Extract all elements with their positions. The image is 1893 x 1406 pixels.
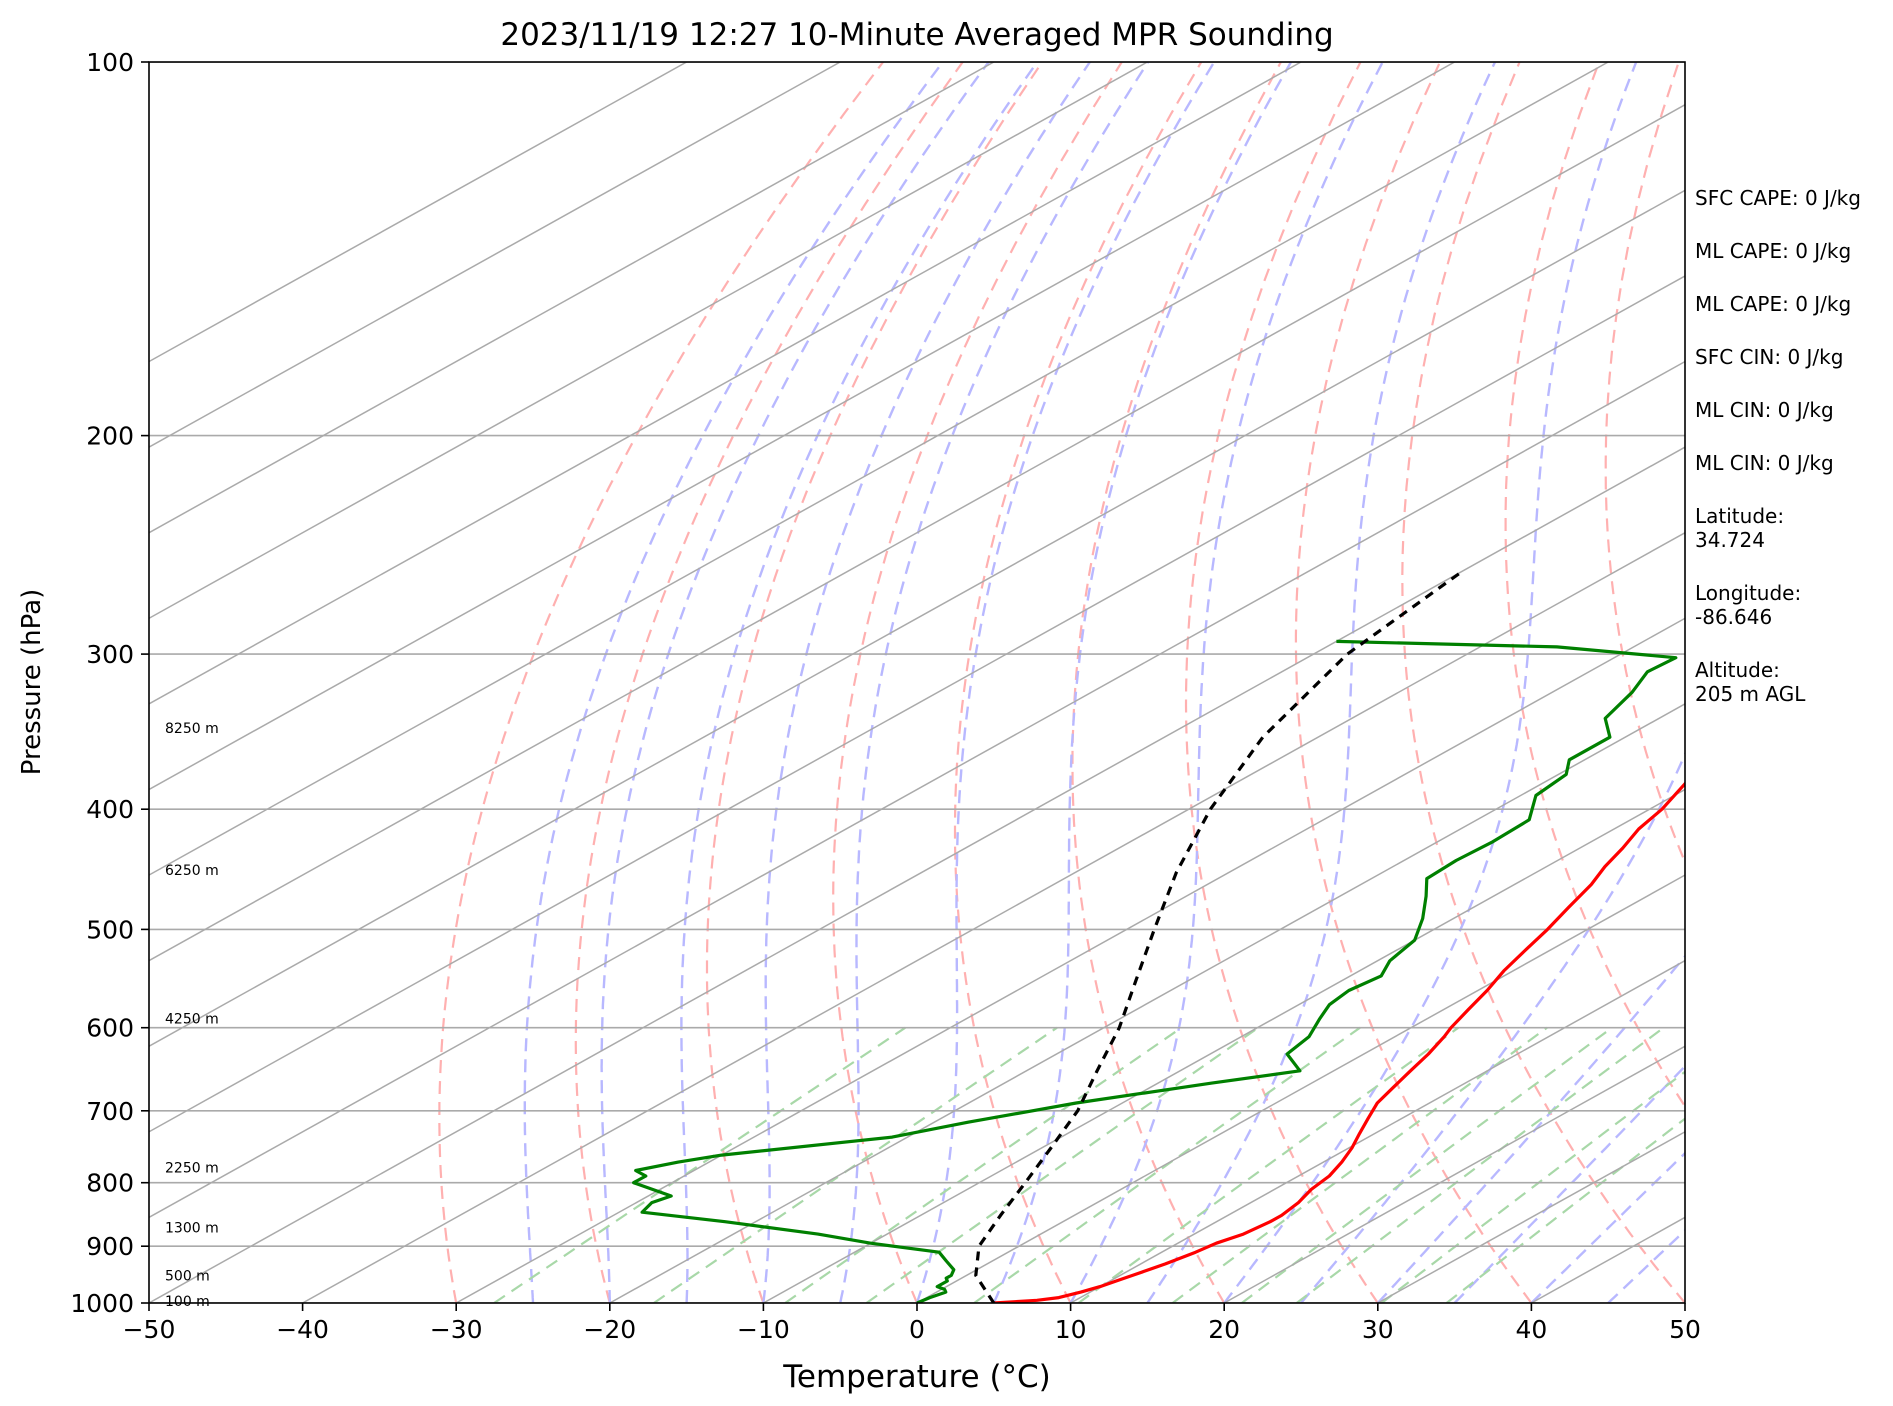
height-labels: 100 m 500 m 1300 m 2250 m 4250 m 6250 m 8250 m bbox=[165, 721, 219, 1310]
x-tick-label: 10 bbox=[1055, 1315, 1087, 1344]
isotherm-line bbox=[149, 62, 1455, 791]
sounding-info-panel: SFC CAPE: 0 J/kg ML CAPE: 0 J/kg ML CAPE… bbox=[1695, 186, 1885, 735]
dry-adiabat-line bbox=[832, 62, 1123, 1303]
isotherm-line bbox=[149, 62, 687, 363]
moist-adiabat-line bbox=[1223, 62, 1638, 1303]
isotherm-line bbox=[1070, 959, 1685, 1303]
ml-cape-value-2: ML CAPE: 0 J/kg bbox=[1695, 292, 1852, 316]
isotherm-line bbox=[149, 275, 1685, 1133]
y-tick-label: 900 bbox=[86, 1232, 134, 1261]
chart-title: 2023/11/19 12:27 10-Minute Averaged MPR … bbox=[500, 17, 1333, 53]
height-label: 1300 m bbox=[165, 1220, 219, 1236]
dry-adiabat-line bbox=[574, 62, 964, 1303]
mixing-ratio-line bbox=[1077, 1026, 1459, 1303]
y-axis-label: Pressure (hPa) bbox=[17, 589, 47, 776]
isotherm-line bbox=[149, 62, 1148, 620]
height-label: 8250 m bbox=[165, 721, 219, 737]
moist-adiabat-line bbox=[992, 62, 1293, 1303]
isotherm-line bbox=[609, 703, 1685, 1303]
y-axis: 1000 900 800 700 600 500 400 300 200 100 bbox=[70, 48, 149, 1318]
moist-adiabat-line bbox=[839, 62, 1150, 1303]
isotherm-line bbox=[455, 617, 1685, 1303]
moist-adiabat-line bbox=[523, 62, 944, 1303]
altitude-value: Altitude: 205 m AGL bbox=[1695, 658, 1806, 706]
plot-background bbox=[149, 62, 1685, 1303]
dry-adiabat-line bbox=[1184, 62, 1379, 1303]
height-label: 100 m bbox=[165, 1294, 210, 1310]
sfc-cape-value: SFC CAPE: 0 J/kg bbox=[1695, 186, 1861, 210]
y-tick-label: 1000 bbox=[70, 1289, 134, 1318]
isotherm-line bbox=[149, 360, 1685, 1219]
dry-adiabat-line bbox=[1401, 62, 1685, 1303]
isotherm-line bbox=[149, 62, 1302, 705]
dry-adiabat-line bbox=[705, 62, 1044, 1303]
x-tick-label: −20 bbox=[583, 1315, 636, 1344]
moist-adiabat-line bbox=[1146, 62, 1497, 1303]
x-tick-label: 40 bbox=[1515, 1315, 1547, 1344]
dry-adiabat-line bbox=[953, 62, 1203, 1303]
x-tick-label: 30 bbox=[1362, 1315, 1394, 1344]
isotherm-line bbox=[1223, 1045, 1685, 1303]
x-axis: −50 −40 −30 −20 −10 0 10 20 30 40 50 bbox=[123, 1303, 1701, 1344]
moist-adiabat-line bbox=[600, 62, 990, 1303]
isotherm-line bbox=[149, 62, 1609, 876]
y-tick-label: 100 bbox=[86, 48, 134, 77]
moist-adiabat-line bbox=[680, 62, 1039, 1303]
mixing-ratio-line bbox=[865, 1026, 1259, 1303]
ml-cin-value: ML CIN: 0 J/kg bbox=[1695, 398, 1834, 422]
sfc-cin-value: SFC CIN: 0 J/kg bbox=[1695, 345, 1844, 369]
dry-adiabat-line bbox=[1294, 62, 1533, 1303]
y-tick-label: 500 bbox=[86, 915, 134, 944]
grid-lines bbox=[149, 62, 1685, 1303]
height-label: 4250 m bbox=[165, 1012, 219, 1028]
x-tick-label: −30 bbox=[430, 1315, 483, 1344]
ml-cin-value-2: ML CIN: 0 J/kg bbox=[1695, 451, 1834, 475]
y-tick-label: 700 bbox=[86, 1097, 134, 1126]
moist-adiabat-line bbox=[915, 62, 1216, 1303]
y-tick-label: 200 bbox=[86, 422, 134, 451]
longitude-value: Longitude: -86.646 bbox=[1695, 581, 1802, 629]
y-tick-label: 300 bbox=[86, 640, 134, 669]
mixing-ratio-line bbox=[973, 1026, 1361, 1303]
temperature-profile-line bbox=[993, 781, 1685, 1303]
isotherm-line bbox=[149, 103, 1685, 962]
isotherm-line bbox=[763, 788, 1685, 1303]
dewpoint-profile-line bbox=[632, 639, 1678, 1303]
dry-adiabat-line bbox=[1889, 62, 1893, 1303]
y-tick-label: 600 bbox=[86, 1014, 134, 1043]
x-tick-label: 20 bbox=[1208, 1315, 1240, 1344]
latitude-value: Latitude: 34.724 bbox=[1695, 504, 1785, 552]
height-label: 6250 m bbox=[165, 863, 219, 879]
isotherm-line bbox=[149, 189, 1685, 1048]
x-tick-label: −10 bbox=[737, 1315, 790, 1344]
x-tick-label: −50 bbox=[123, 1315, 176, 1344]
x-tick-label: −40 bbox=[276, 1315, 329, 1344]
parcel-profile-line bbox=[974, 569, 1465, 1303]
mixing-ratio-line bbox=[1171, 1026, 1548, 1303]
ml-cape-value: ML CAPE: 0 J/kg bbox=[1695, 239, 1852, 263]
moist-adiabat-line bbox=[1376, 954, 1685, 1303]
series-lines bbox=[632, 569, 1685, 1303]
isotherm-line bbox=[302, 531, 1685, 1303]
isotherm-line bbox=[149, 446, 1685, 1303]
moist-adiabat-line bbox=[1300, 751, 1685, 1303]
height-label: 500 m bbox=[165, 1268, 210, 1284]
dry-adiabat-line bbox=[438, 62, 884, 1303]
y-tick-label: 800 bbox=[86, 1169, 134, 1198]
isotherm-line bbox=[149, 62, 995, 534]
dry-adiabat-line bbox=[1071, 62, 1282, 1303]
x-tick-label: 50 bbox=[1669, 1315, 1701, 1344]
isotherm-line bbox=[149, 62, 841, 448]
x-tick-label: 0 bbox=[909, 1315, 925, 1344]
x-axis-label: Temperature (°C) bbox=[782, 1359, 1051, 1395]
height-label: 2250 m bbox=[165, 1161, 219, 1177]
isotherm-line bbox=[916, 874, 1685, 1303]
y-tick-label: 400 bbox=[86, 795, 134, 824]
moist-adiabat-line bbox=[762, 62, 1091, 1303]
